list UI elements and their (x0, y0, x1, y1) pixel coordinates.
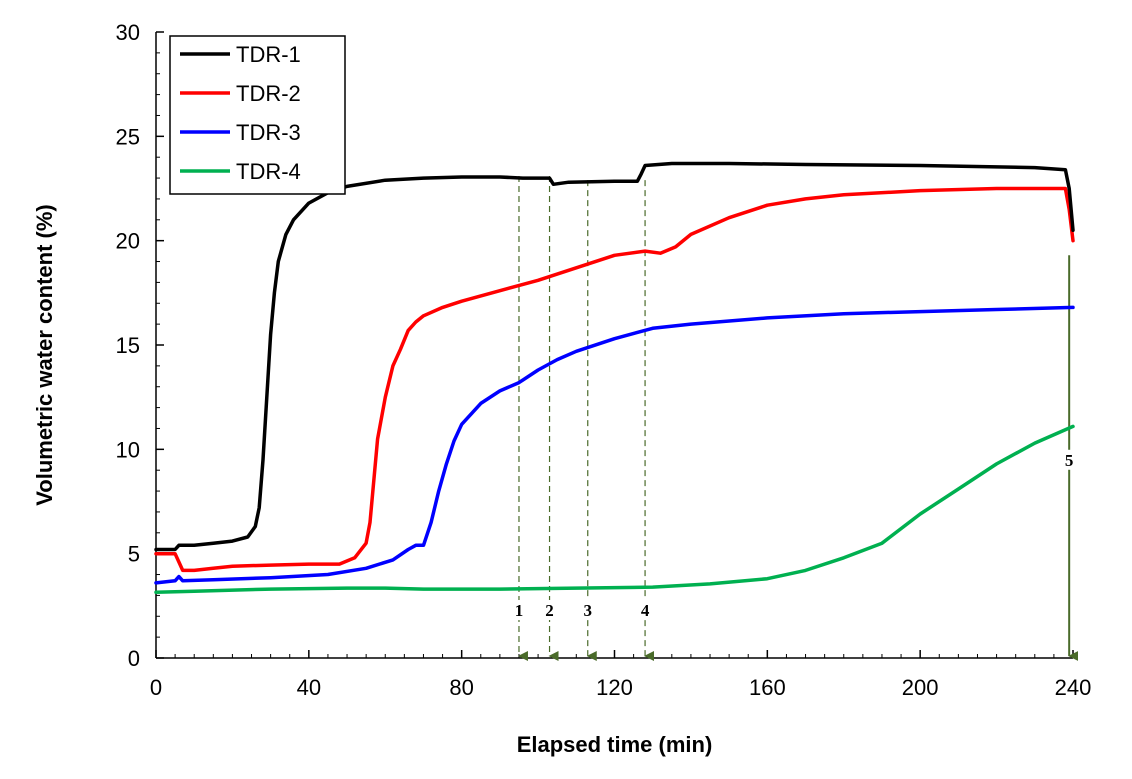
series-line-tdr-4 (154, 424, 1075, 595)
legend-label-tdr-2: TDR-2 (236, 81, 301, 106)
event-label-5: 5 (1065, 451, 1074, 470)
event-label-bg (541, 600, 558, 621)
series-line-tdr-3 (154, 305, 1075, 585)
x-tick-label: 0 (150, 675, 162, 700)
event-label-3: 3 (584, 601, 593, 620)
x-tick-label: 160 (749, 675, 786, 700)
legend-box (169, 35, 346, 195)
event-label-bg (1061, 449, 1078, 470)
y-tick-label: 20 (116, 229, 140, 254)
event-label-4: 4 (641, 601, 650, 620)
x-tick-label: 120 (596, 675, 633, 700)
event-label-bg (637, 600, 654, 621)
event-label-bg (510, 600, 527, 621)
y-tick-label: 30 (116, 20, 140, 45)
series-lines (154, 161, 1075, 595)
legend-label-tdr-1: TDR-1 (236, 42, 301, 67)
x-axis-title: Elapsed time (min) (517, 732, 713, 757)
event-label-1: 1 (515, 601, 524, 620)
legend-label-tdr-3: TDR-3 (236, 120, 301, 145)
legend-label-tdr-4: TDR-4 (236, 159, 301, 184)
x-tick-label: 200 (902, 675, 939, 700)
y-axis-title: Volumetric water content (%) (32, 204, 57, 506)
event-label-bg (579, 600, 596, 621)
y-tick-label: 5 (128, 542, 140, 567)
series-line-tdr-2 (154, 186, 1075, 573)
y-tick-label: 15 (116, 333, 140, 358)
series-line-tdr-1 (154, 161, 1075, 552)
y-tick-label: 25 (116, 124, 140, 149)
event-markers: 1 2 3 4 5 (510, 175, 1079, 661)
y-tick-label: 0 (128, 646, 140, 671)
legend: TDR-1 TDR-2 TDR-3 TDR-4 (169, 35, 346, 195)
x-tick-label: 240 (1055, 675, 1092, 700)
x-tick-label: 40 (297, 675, 321, 700)
y-tick-label: 10 (116, 437, 140, 462)
event-label-2: 2 (545, 601, 554, 620)
x-tick-label: 80 (449, 675, 473, 700)
